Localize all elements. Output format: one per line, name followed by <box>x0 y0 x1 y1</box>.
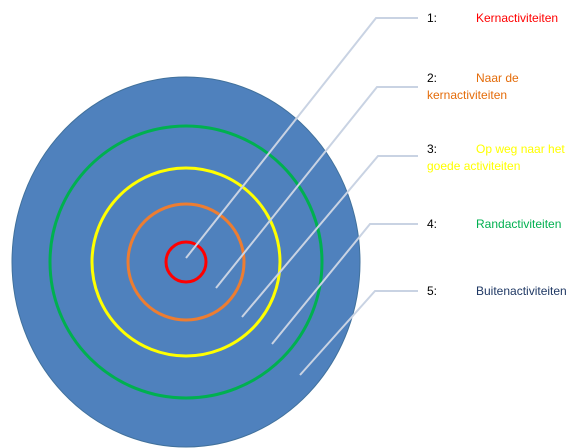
ring-yellow <box>90 166 282 358</box>
leader-line-2 <box>215 86 418 289</box>
leader-line-4 <box>271 223 418 345</box>
level-3-number: 3: <box>427 142 438 156</box>
leader-line-3 <box>241 155 418 318</box>
leader-line-1 <box>185 17 418 259</box>
level-4-number: 4: <box>427 217 438 231</box>
ring-red <box>164 240 208 284</box>
level-1-number: 1: <box>427 11 438 25</box>
level-5-label: Buitenactiviteiten <box>476 284 567 298</box>
level-2-label: Naar de kernactiviteiten <box>427 71 519 102</box>
ring-orange <box>126 202 246 322</box>
level-4-label: Randactiviteiten <box>476 217 562 231</box>
ring-green <box>48 124 324 400</box>
level-2-number: 2: <box>427 71 438 85</box>
level-3-label: Op weg naar het goede activiteiten <box>427 142 565 173</box>
level-5-number: 5: <box>427 284 438 298</box>
outer-disk <box>11 76 361 448</box>
leader-line-5 <box>299 290 418 376</box>
level-1-label: Kernactiviteiten <box>476 11 559 25</box>
